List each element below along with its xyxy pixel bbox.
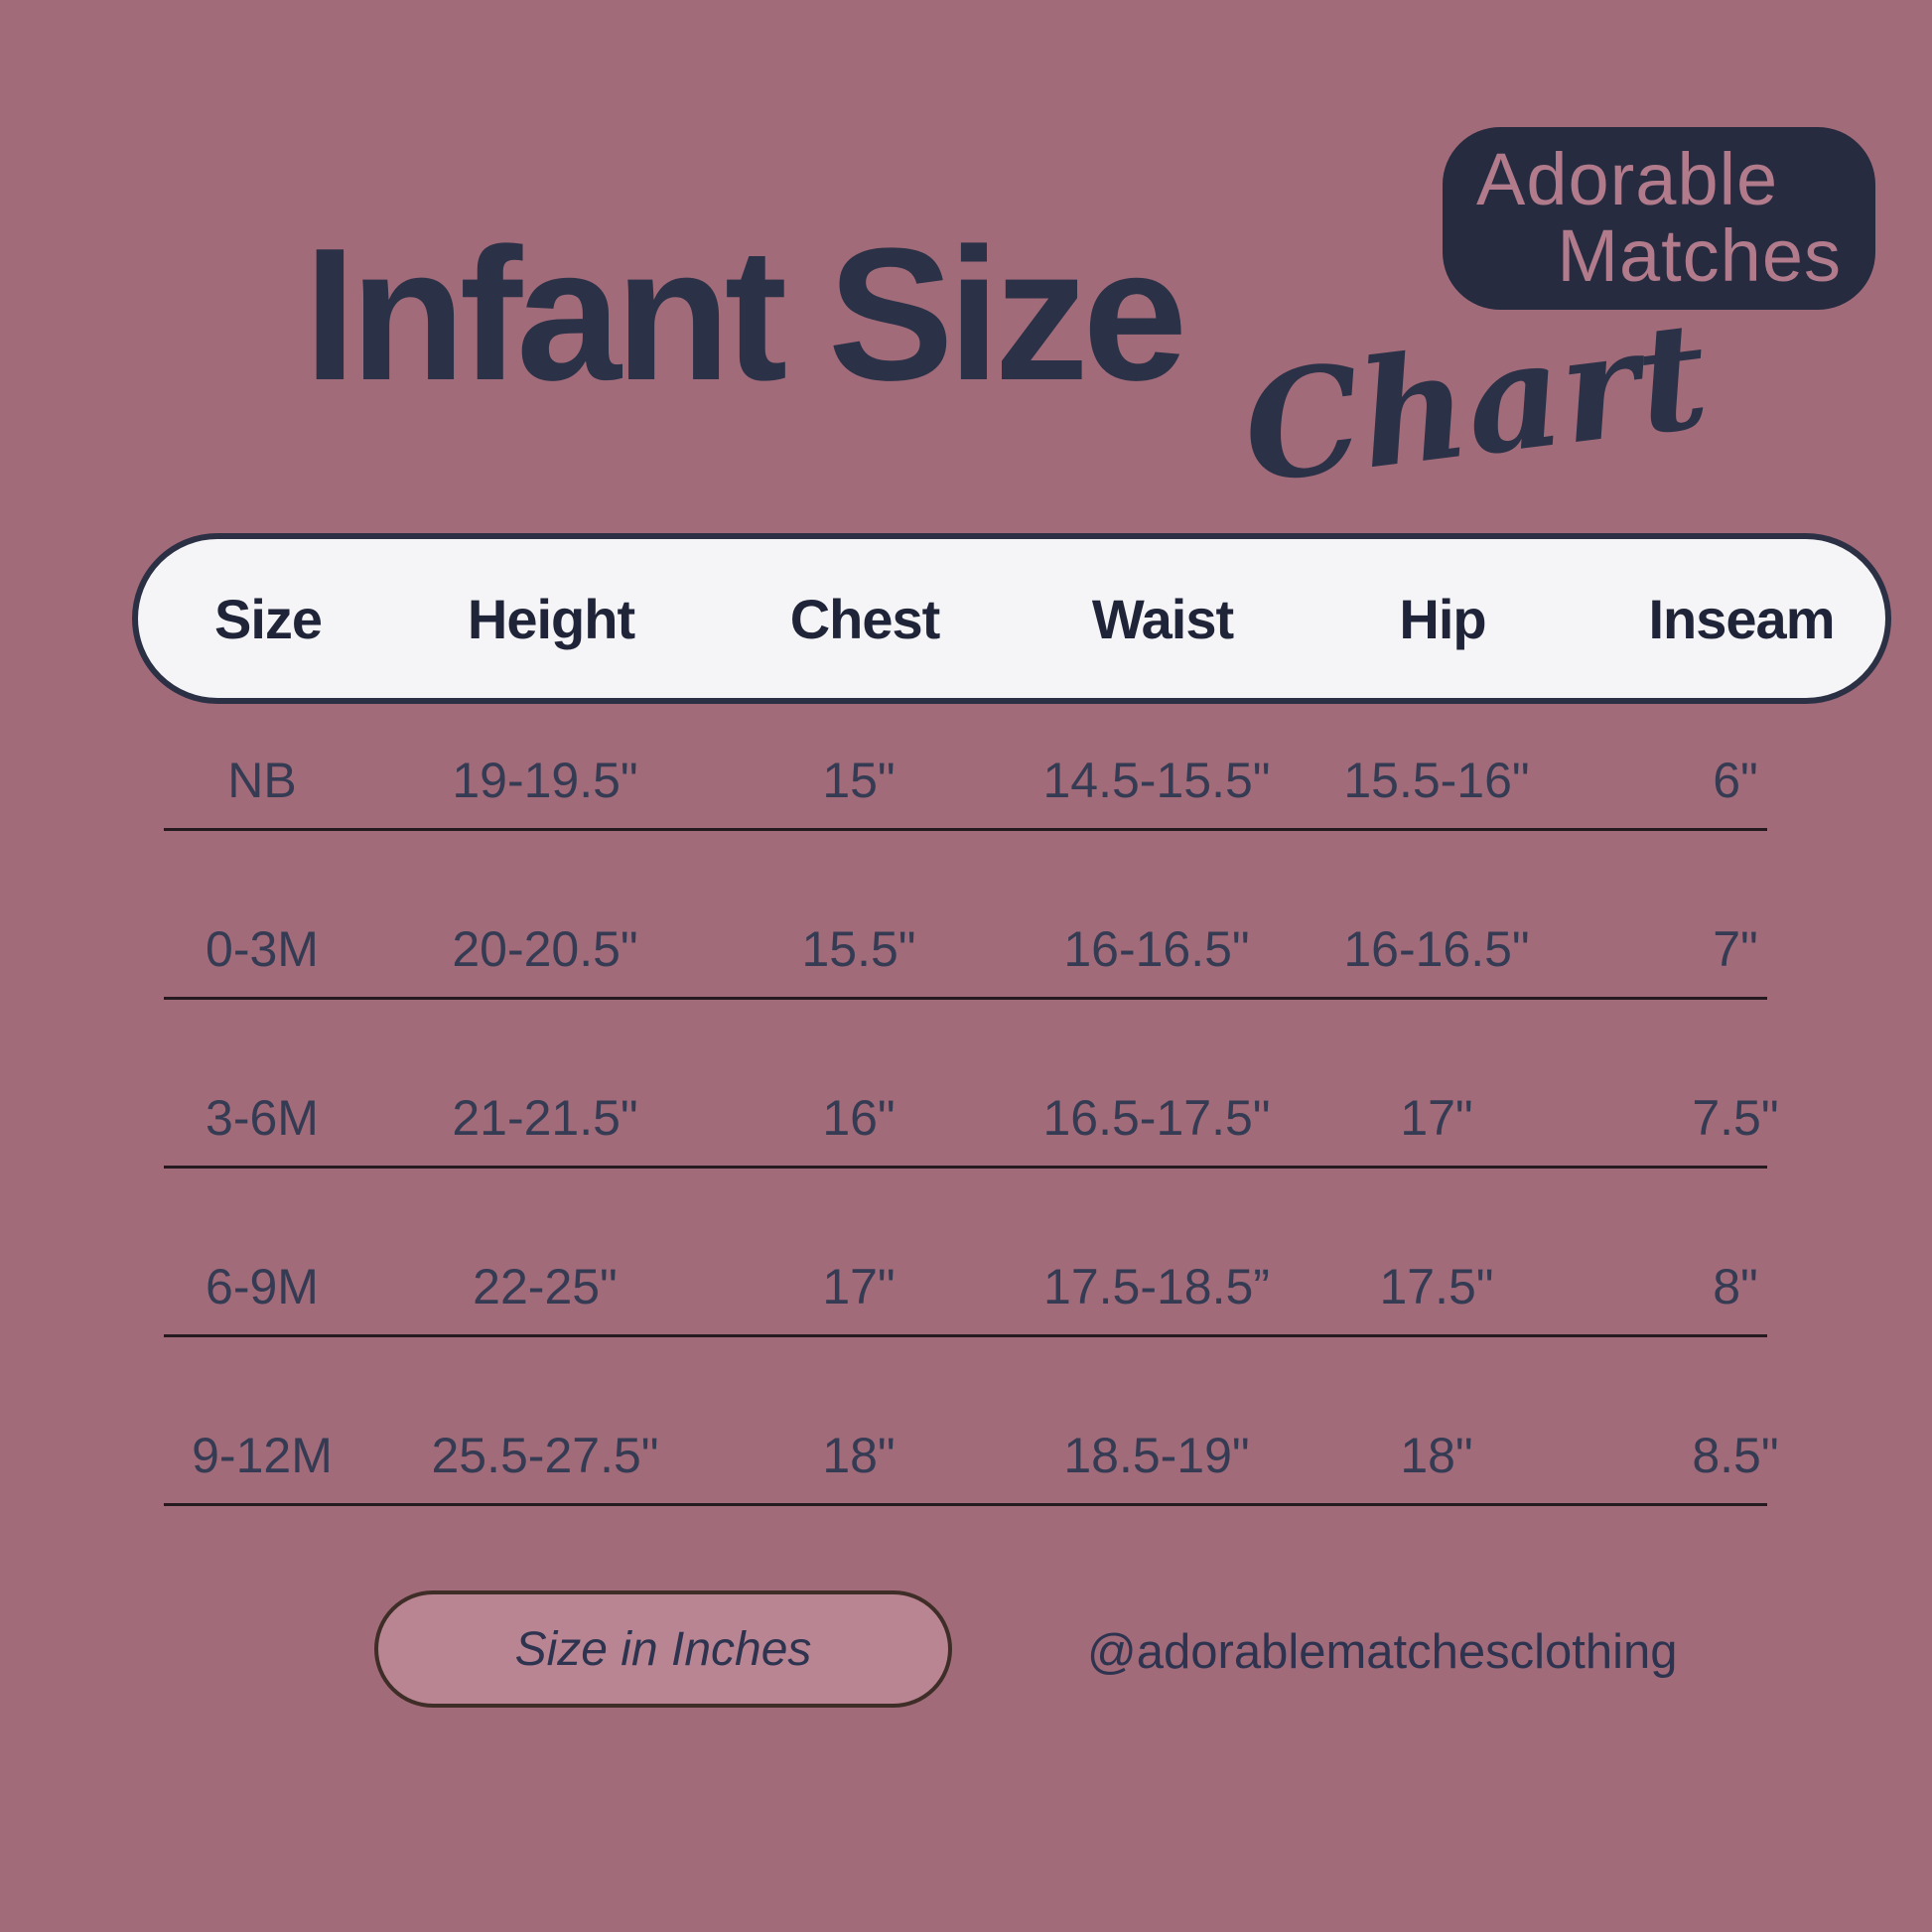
column-header-size: Size (213, 587, 323, 650)
page-title: Infant Size (304, 209, 1187, 420)
cell-inseam: 6" (1713, 753, 1758, 808)
cell-inseam: 7" (1713, 921, 1758, 977)
cell-hip: 16-16.5" (1343, 921, 1530, 977)
cell-height: 19-19.5" (452, 753, 638, 808)
column-header-height: Height (467, 587, 635, 650)
column-header-chest: Chest (789, 587, 941, 650)
page-title-script: Chart (1234, 288, 1717, 516)
cell-chest: 15.5" (801, 921, 916, 977)
cell-waist: 16.5-17.5" (1042, 1090, 1271, 1146)
cell-hip: 17.5" (1379, 1259, 1494, 1314)
table-row: NB 19-19.5" 15" 14.5-15.5" 15.5-16" 6" (132, 704, 1891, 873)
cell-waist: 17.5-18.5” (1043, 1259, 1270, 1314)
cell-waist: 14.5-15.5" (1042, 753, 1271, 808)
table-header-row: Size Height Chest Waist Hip Inseam (132, 533, 1891, 704)
cell-chest: 16" (822, 1090, 896, 1146)
social-handle: @adorablematchesclothing (1087, 1625, 1678, 1679)
cell-inseam: 8" (1713, 1259, 1758, 1314)
cell-hip: 15.5-16" (1343, 753, 1530, 808)
table-row: 0-3M 20-20.5" 15.5" 16-16.5" 16-16.5" 7" (132, 873, 1891, 1041)
cell-chest: 15" (822, 753, 896, 808)
brand-name-line2: Matches (1557, 214, 1842, 297)
cell-inseam: 8.5" (1692, 1428, 1779, 1483)
cell-waist: 16-16.5" (1063, 921, 1250, 977)
cell-size: 3-6M (206, 1090, 319, 1146)
cell-size: 9-12M (192, 1428, 333, 1483)
units-note-label: Size in Inches (514, 1622, 812, 1676)
brand-badge: Adorable Matches (1443, 127, 1875, 310)
cell-size: NB (227, 753, 297, 808)
cell-waist: 18.5-19" (1063, 1428, 1250, 1483)
cell-size: 6-9M (206, 1259, 319, 1314)
cell-hip: 18" (1400, 1428, 1473, 1483)
cell-inseam: 7.5" (1692, 1090, 1779, 1146)
cell-height: 21-21.5" (452, 1090, 638, 1146)
table-row: 6-9M 22-25" 17" 17.5-18.5” 17.5" 8" (132, 1210, 1891, 1379)
cell-height: 20-20.5" (452, 921, 638, 977)
column-header-hip: Hip (1399, 587, 1486, 650)
size-table-body: NB 19-19.5" 15" 14.5-15.5" 15.5-16" 6" 0… (132, 704, 1891, 1548)
table-row: 3-6M 21-21.5" 16" 16.5-17.5" 17" 7.5" (132, 1041, 1891, 1210)
column-header-inseam: Inseam (1648, 587, 1836, 650)
cell-chest: 17" (822, 1259, 896, 1314)
column-header-waist: Waist (1091, 587, 1234, 650)
cell-chest: 18" (822, 1428, 896, 1483)
cell-size: 0-3M (206, 921, 319, 977)
cell-hip: 17" (1400, 1090, 1473, 1146)
cell-height: 22-25" (473, 1259, 618, 1314)
table-row: 9-12M 25.5-27.5" 18" 18.5-19" 18" 8.5" (132, 1379, 1891, 1548)
brand-name-line1: Adorable (1476, 138, 1779, 221)
units-note-pill: Size in Inches (374, 1590, 952, 1708)
cell-height: 25.5-27.5" (431, 1428, 659, 1483)
